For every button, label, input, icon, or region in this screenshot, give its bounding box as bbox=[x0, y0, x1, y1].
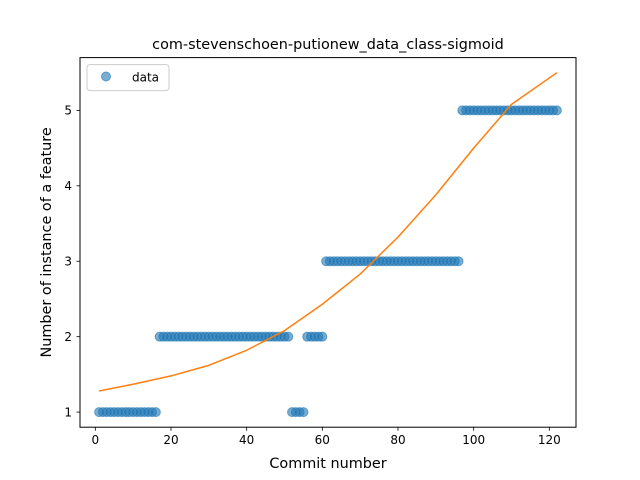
y-tick-label: 5 bbox=[64, 104, 72, 118]
y-tick-label: 2 bbox=[64, 330, 72, 344]
data-point bbox=[298, 407, 309, 418]
chart-title: com-stevenschoen-putionew_data_class-sig… bbox=[152, 37, 504, 53]
data-point bbox=[551, 105, 562, 116]
x-tick-label: 100 bbox=[462, 433, 485, 447]
fit-line bbox=[98, 72, 558, 392]
x-tick-label: 60 bbox=[315, 433, 330, 447]
x-axis: 0 20 40 60 80 100 120 bbox=[92, 427, 561, 447]
data-point bbox=[317, 331, 328, 342]
data-point bbox=[453, 256, 464, 267]
legend-box bbox=[86, 64, 170, 92]
y-axis: 1 2 3 4 5 bbox=[64, 104, 80, 419]
legend: data bbox=[86, 64, 170, 92]
x-tick-label: 40 bbox=[239, 433, 254, 447]
plot-frame bbox=[79, 57, 577, 428]
data-point bbox=[150, 407, 161, 418]
y-tick-label: 4 bbox=[64, 179, 72, 193]
y-tick-label: 3 bbox=[64, 255, 72, 269]
data-point bbox=[283, 331, 294, 342]
legend-label-data: data bbox=[132, 71, 159, 85]
x-tick-label: 0 bbox=[92, 433, 100, 447]
x-tick-label: 120 bbox=[538, 433, 561, 447]
x-axis-label: Commit number bbox=[269, 456, 386, 472]
legend-marker-data bbox=[101, 71, 111, 82]
x-tick-label: 80 bbox=[390, 433, 405, 447]
fit-curve bbox=[98, 72, 558, 392]
x-tick-label: 20 bbox=[163, 433, 178, 447]
y-tick-label: 1 bbox=[64, 405, 72, 419]
y-axis-label: Number of instance of a feature bbox=[39, 127, 55, 357]
data-points bbox=[94, 105, 562, 418]
